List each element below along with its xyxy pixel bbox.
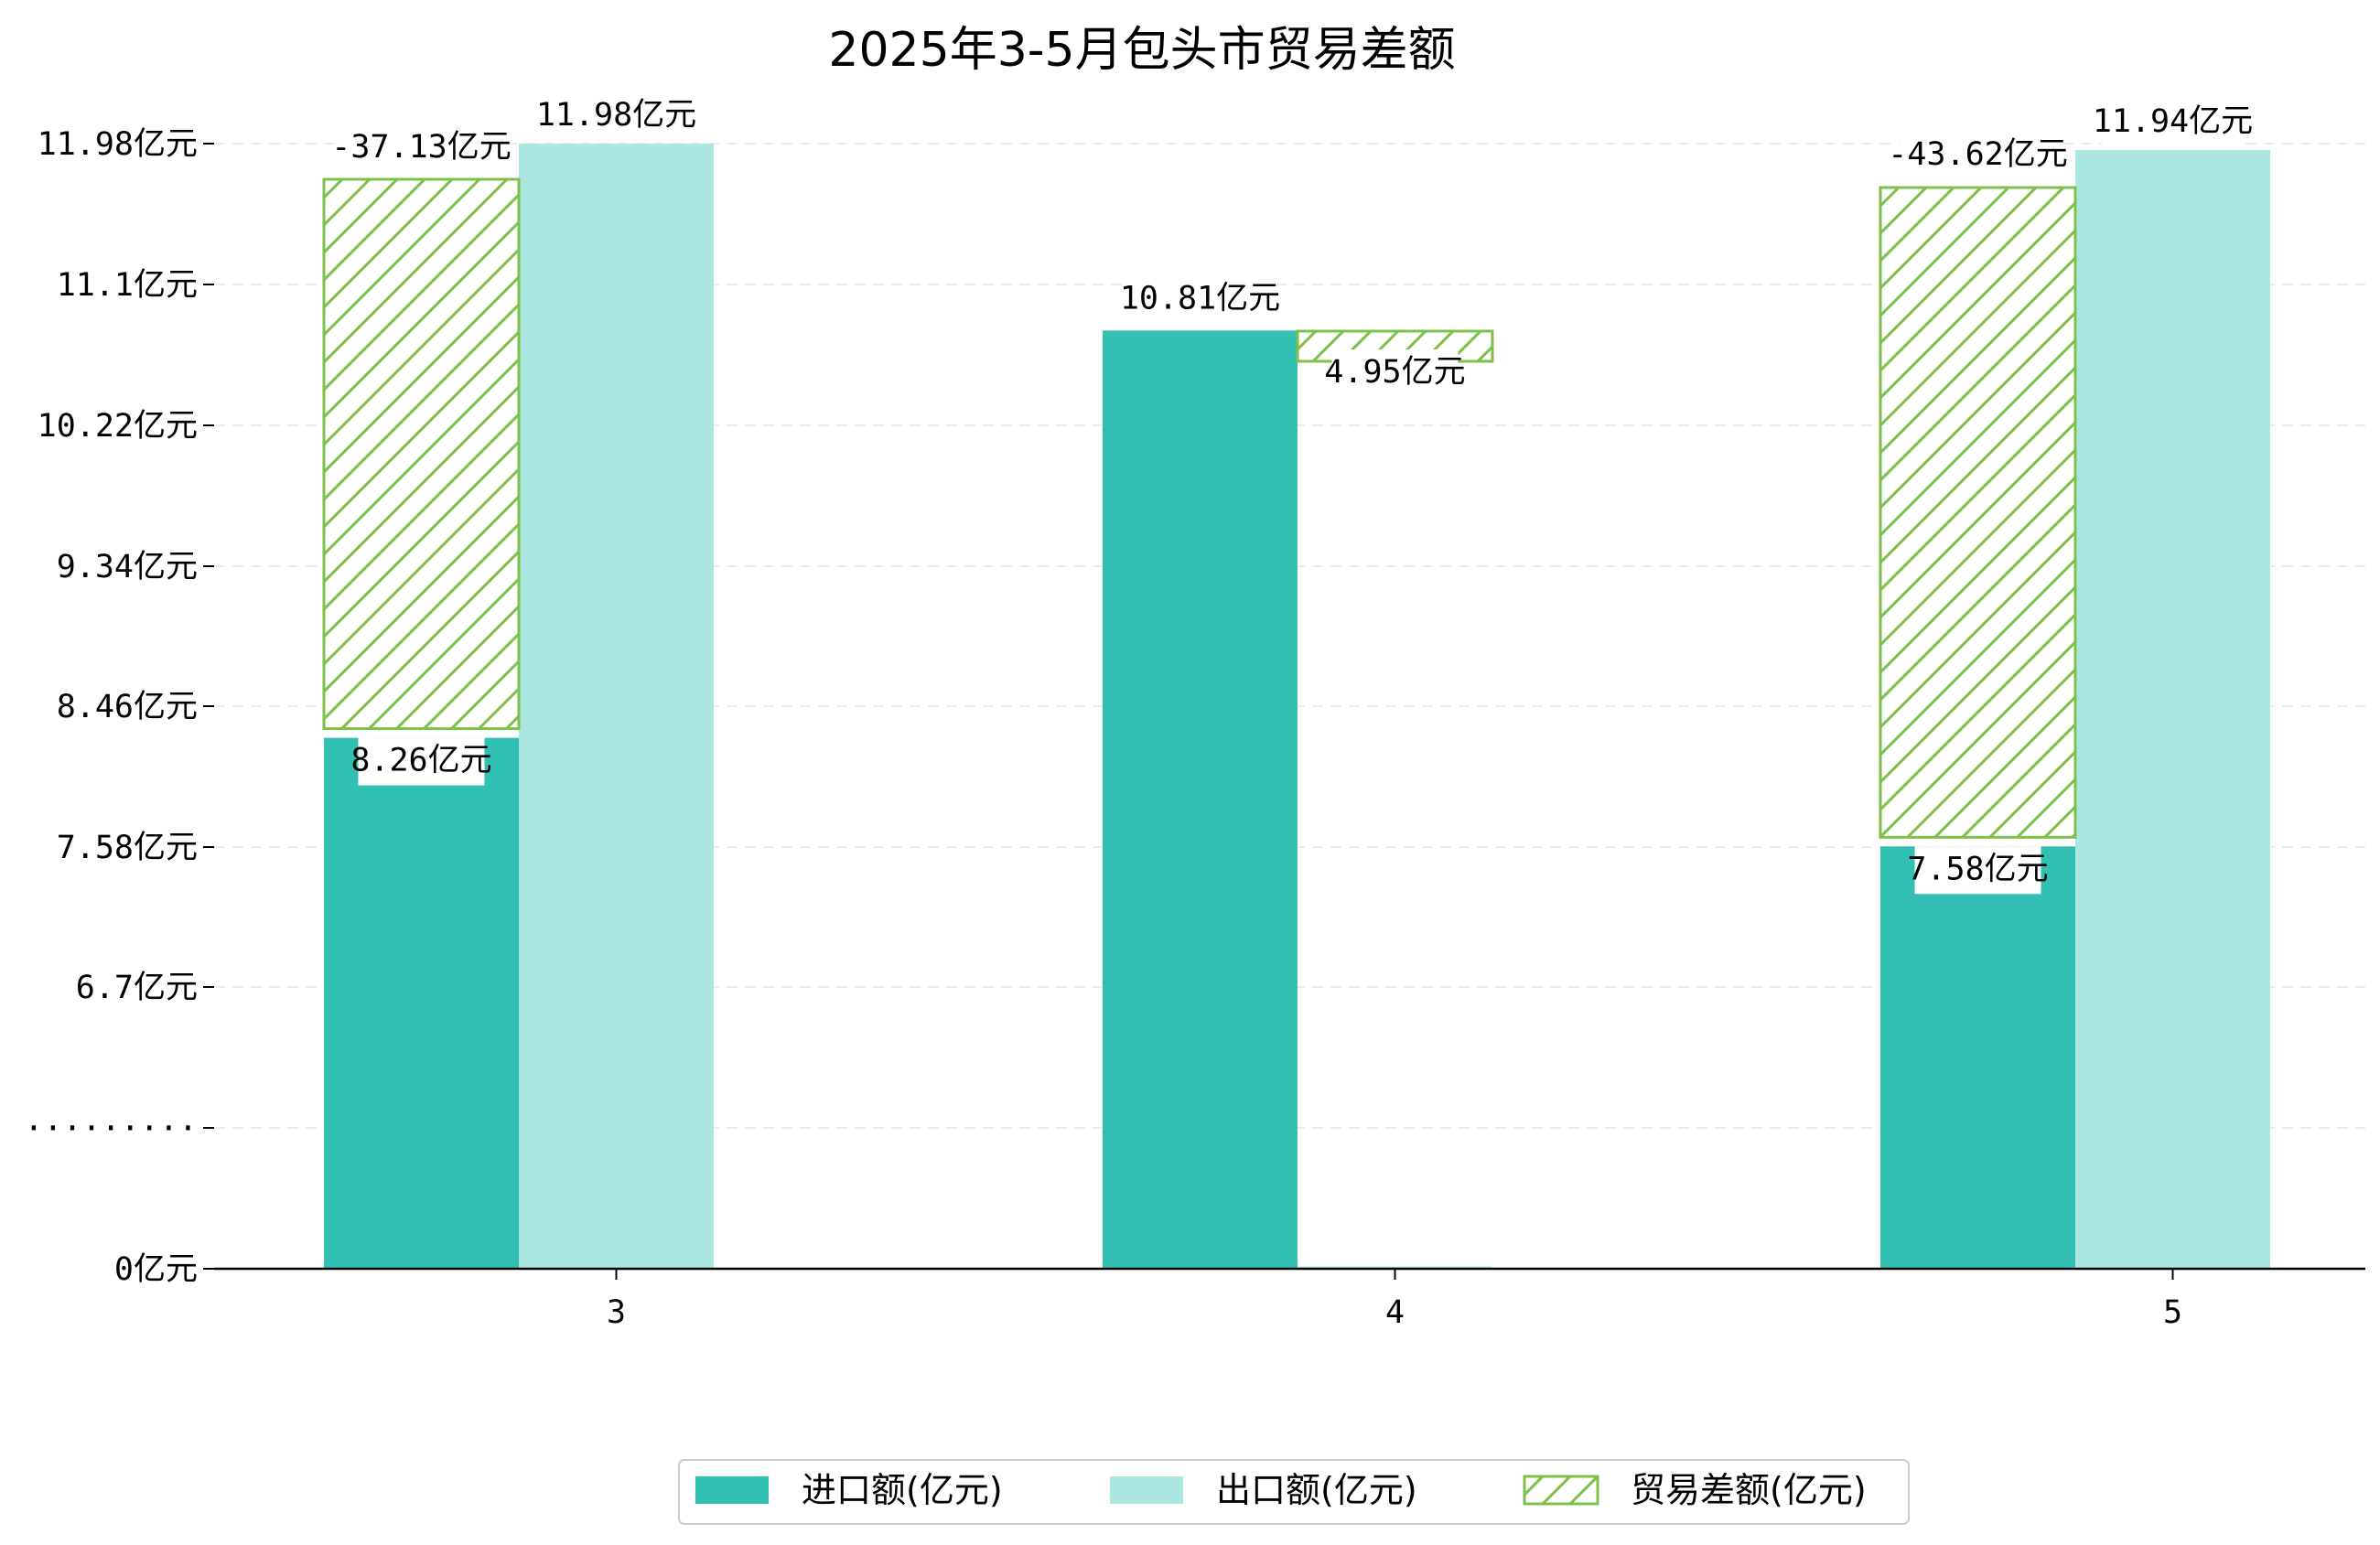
export-bar [519, 144, 714, 1269]
legend-label: 进口额(亿元) [802, 1470, 1003, 1510]
chart-title: 2025年3-5月包头市贸易差额 [828, 23, 1455, 78]
import-label-box [1129, 275, 1271, 324]
balance-label-box [342, 124, 501, 172]
y-tick-label: ········· [24, 1110, 198, 1147]
import-label-box [1914, 846, 2041, 895]
export-bar [2075, 149, 2270, 1269]
legend-swatch [695, 1476, 769, 1504]
balance-label: -43.62亿元 [1888, 136, 2067, 173]
y-tick-label: 0亿元 [114, 1251, 198, 1288]
export-label-box [2102, 98, 2244, 146]
balance-bar [1879, 186, 2077, 839]
y-tick-label: 11.98亿元 [38, 126, 198, 163]
import-label: 10.81亿元 [1120, 280, 1280, 317]
import-bar [1880, 846, 2075, 1269]
export-label: 4.95亿元 [1324, 354, 1465, 391]
legend-label: 出口额(亿元) [1216, 1470, 1417, 1510]
data-labels: -37.13亿元 8.26亿元 11.98亿元 10.81亿元 4.95亿元 -43.62… [331, 92, 2253, 895]
import-label: 8.26亿元 [350, 743, 491, 779]
export-label-box [1331, 349, 1459, 397]
x-axis: 3 4 5 [214, 1267, 2365, 1331]
balance-bar [322, 177, 521, 731]
bars [322, 144, 2270, 1269]
y-tick-label: 7.58亿元 [57, 830, 198, 866]
legend-swatch [1110, 1476, 1183, 1504]
y-tick-label: 6.7亿元 [76, 970, 198, 1006]
x-tick-label: 5 [2163, 1294, 2182, 1331]
y-tick-label: 9.34亿元 [57, 549, 198, 585]
balance-label: -37.13亿元 [331, 129, 511, 166]
legend-label: 贸易差额(亿元) [1631, 1470, 1867, 1510]
y-axis: 0亿元 ········· 6.7亿元 7.58亿元 8.46亿元 9.34亿元 10.22… [24, 126, 214, 1288]
legend-swatch [1523, 1475, 1599, 1506]
legend: 进口额(亿元) 出口额(亿元) 贸易差额(亿元) [678, 1459, 1910, 1525]
import-bar [1103, 330, 1298, 1269]
x-tick-label: 4 [1385, 1294, 1405, 1331]
x-tick-label: 3 [607, 1294, 626, 1331]
legend-frame [678, 1459, 1910, 1525]
export-label: 11.94亿元 [2093, 103, 2253, 140]
import-label: 7.58亿元 [1907, 851, 2048, 887]
import-label-box [358, 737, 485, 786]
export-label: 11.98亿元 [536, 97, 696, 134]
y-tick-label: 10.22亿元 [38, 408, 198, 445]
balance-label-box [1899, 132, 2057, 179]
export-label-box [545, 92, 687, 140]
import-bar [324, 737, 519, 1269]
y-tick-label: 8.46亿元 [57, 689, 198, 725]
y-tick-label: 11.1亿元 [57, 267, 198, 304]
